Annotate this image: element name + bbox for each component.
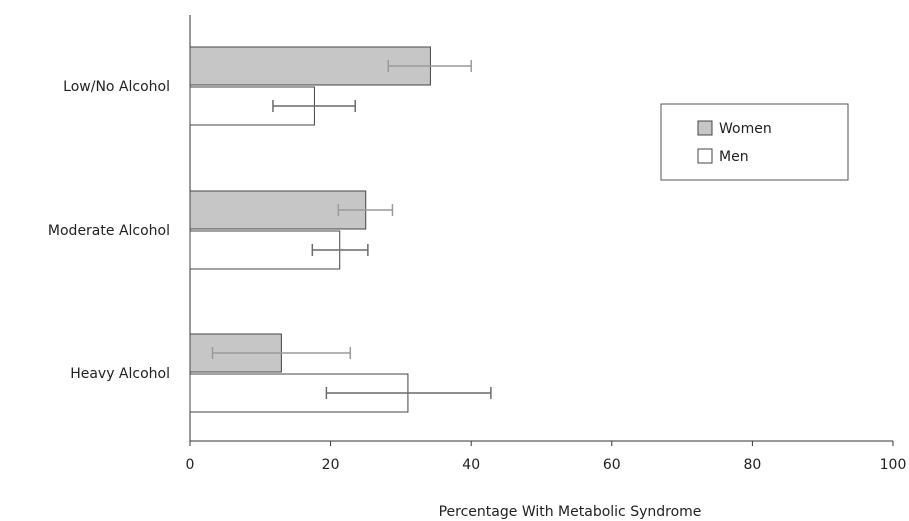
error-bar-men	[311, 244, 369, 256]
error-bar-women	[211, 347, 352, 359]
x-axis-title: Percentage With Metabolic Syndrome	[439, 504, 702, 520]
category-label: Moderate Alcohol	[48, 223, 170, 239]
bars	[189, 46, 431, 413]
legend-label-women: Women	[719, 121, 772, 137]
bar-women	[189, 190, 367, 230]
category-label: Heavy Alcohol	[70, 366, 170, 382]
x-axis-ticks: 0 20 40 60 80 100	[186, 441, 907, 473]
error-bar-men	[272, 100, 356, 112]
x-tick-label: 20	[322, 457, 340, 473]
legend-label-men: Men	[719, 149, 749, 165]
error-bars	[211, 60, 492, 399]
x-tick-label: 40	[462, 457, 480, 473]
legend-swatch-men	[697, 148, 713, 164]
error-bar-women	[337, 204, 394, 216]
x-tick-label: 80	[743, 457, 761, 473]
legend: Women Men	[660, 103, 849, 181]
legend-swatch-women	[697, 120, 713, 136]
x-tick-label: 0	[186, 457, 195, 473]
x-tick-label: 100	[880, 457, 907, 473]
legend-box	[660, 103, 849, 181]
error-bar-women	[387, 60, 472, 72]
category-labels: Low/No Alcohol Moderate Alcohol Heavy Alco…	[48, 79, 170, 382]
category-label: Low/No Alcohol	[63, 79, 170, 95]
x-tick-label: 60	[603, 457, 621, 473]
error-bar-men	[325, 387, 492, 399]
